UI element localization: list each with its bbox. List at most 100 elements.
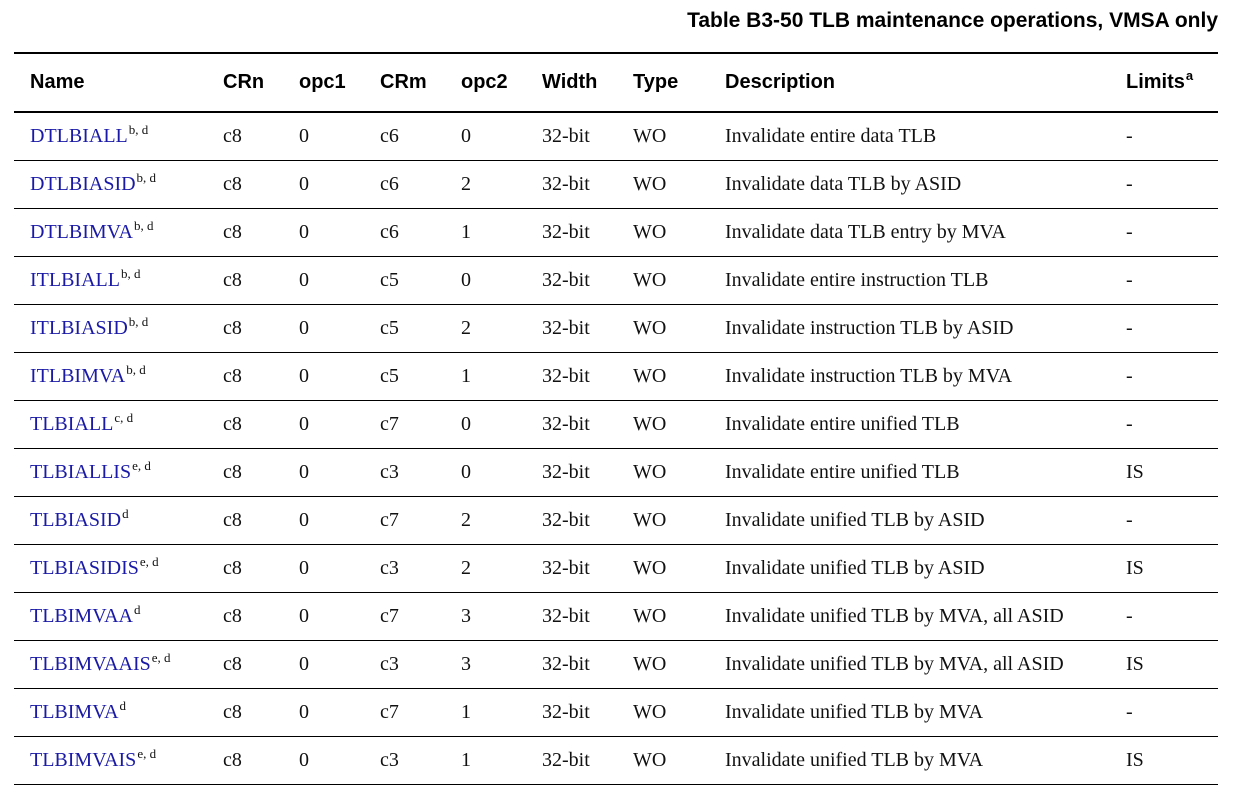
register-link[interactable]: ITLBIMVA — [30, 365, 126, 387]
footnote-marker: b, d — [136, 170, 157, 185]
register-link[interactable]: TLBIASID — [30, 509, 122, 531]
cell-width: 32-bit — [526, 112, 617, 161]
footnote-marker: b, d — [126, 362, 146, 377]
cell-opc1: 0 — [283, 400, 364, 449]
cell-crm: c3 — [364, 448, 445, 497]
cell-description: Invalidate unified TLB by ASID — [709, 544, 1110, 593]
register-link[interactable]: TLBIALL — [30, 413, 114, 435]
cell-opc2: 0 — [445, 400, 526, 449]
footnote-marker: b, d — [120, 266, 141, 281]
cell-limits: IS — [1110, 448, 1218, 497]
cell-width: 32-bit — [526, 448, 617, 497]
cell-crn: c8 — [207, 496, 283, 545]
register-link[interactable]: ITLBIALL — [30, 269, 120, 291]
cell-name: TLBIALLc, d — [14, 400, 207, 449]
cell-opc1: 0 — [283, 256, 364, 305]
cell-type: WO — [617, 736, 709, 785]
cell-name: DTLBIASIDb, d — [14, 160, 207, 209]
cell-crm: c6 — [364, 112, 445, 161]
cell-crm: c7 — [364, 592, 445, 641]
table-caption: Table B3-50 TLB maintenance operations, … — [687, 9, 1218, 32]
cell-opc2: 0 — [445, 448, 526, 497]
footnote-marker: b, d — [128, 122, 149, 137]
cell-limits: - — [1110, 304, 1218, 353]
cell-name: ITLBIMVAb, d — [14, 352, 207, 401]
table-row: TLBIMVAd c8 0 c7 1 32-bit WO Invalidate unified… — [14, 688, 1218, 737]
register-link[interactable]: TLBIASIDIS — [30, 557, 139, 579]
cell-opc1: 0 — [283, 448, 364, 497]
footnote-marker: b, d — [128, 314, 149, 329]
cell-type: WO — [617, 496, 709, 545]
register-link[interactable]: DTLBIMVA — [30, 221, 133, 243]
register-link[interactable]: TLBIMVAA — [30, 605, 133, 627]
register-link[interactable]: TLBIALLIS — [30, 461, 132, 483]
cell-limits: - — [1110, 160, 1218, 209]
cell-name: TLBIALLISe, d — [14, 448, 207, 497]
footnote-marker: d — [133, 602, 141, 617]
cell-description: Invalidate entire unified TLB — [709, 400, 1110, 449]
col-header-crm: CRm — [364, 52, 445, 113]
cell-opc1: 0 — [283, 688, 364, 737]
header-row: Name CRn opc1 CRm opc2 Width Type Descri… — [14, 52, 1218, 113]
cell-crn: c8 — [207, 448, 283, 497]
cell-description: Invalidate unified TLB by MVA — [709, 688, 1110, 737]
cell-limits: IS — [1110, 544, 1218, 593]
register-link[interactable]: ITLBIASID — [30, 317, 128, 339]
cell-width: 32-bit — [526, 256, 617, 305]
register-link[interactable]: DTLBIALL — [30, 125, 128, 147]
cell-opc2: 0 — [445, 112, 526, 161]
footnote-marker: e, d — [137, 746, 157, 761]
cell-limits: - — [1110, 208, 1218, 257]
cell-opc2: 2 — [445, 304, 526, 353]
register-link[interactable]: DTLBIASID — [30, 173, 136, 195]
cell-crn: c8 — [207, 208, 283, 257]
cell-limits: IS — [1110, 736, 1218, 785]
cell-name: TLBIASIDISe, d — [14, 544, 207, 593]
limits-label: Limits — [1126, 71, 1185, 93]
cell-type: WO — [617, 592, 709, 641]
cell-crm: c5 — [364, 304, 445, 353]
footnote-marker: e, d — [139, 554, 159, 569]
cell-description: Invalidate entire instruction TLB — [709, 256, 1110, 305]
cell-width: 32-bit — [526, 304, 617, 353]
cell-description: Invalidate unified TLB by MVA, all ASID — [709, 640, 1110, 689]
register-link[interactable]: TLBIMVAIS — [30, 749, 137, 771]
cell-type: WO — [617, 304, 709, 353]
cell-name: ITLBIASIDb, d — [14, 304, 207, 353]
footnote-marker: d — [122, 506, 129, 521]
cell-crn: c8 — [207, 544, 283, 593]
table-row: ITLBIASIDb, d c8 0 c5 2 32-bit WO Invalidate in… — [14, 304, 1218, 353]
cell-width: 32-bit — [526, 736, 617, 785]
cell-width: 32-bit — [526, 688, 617, 737]
cell-crm: c5 — [364, 352, 445, 401]
cell-opc1: 0 — [283, 736, 364, 785]
cell-type: WO — [617, 544, 709, 593]
cell-opc1: 0 — [283, 640, 364, 689]
register-link[interactable]: TLBIMVA — [30, 701, 119, 723]
col-header-opc1: opc1 — [283, 52, 364, 113]
cell-name: ITLBIALLb, d — [14, 256, 207, 305]
table-row: TLBIMVAAISe, d c8 0 c3 3 32-bit WO Invalidate u… — [14, 640, 1218, 689]
footnote-marker: d — [119, 698, 127, 713]
cell-opc2: 1 — [445, 688, 526, 737]
cell-opc2: 1 — [445, 352, 526, 401]
col-header-description: Description — [709, 52, 1110, 113]
cell-crn: c8 — [207, 160, 283, 209]
limits-footnote-marker: a — [1185, 68, 1194, 83]
cell-crm: c6 — [364, 208, 445, 257]
cell-width: 32-bit — [526, 640, 617, 689]
cell-name: TLBIMVAAISe, d — [14, 640, 207, 689]
table-row: ITLBIALLb, d c8 0 c5 0 32-bit WO Invalidate ent… — [14, 256, 1218, 305]
cell-opc1: 0 — [283, 544, 364, 593]
cell-description: Invalidate instruction TLB by MVA — [709, 352, 1110, 401]
cell-crn: c8 — [207, 400, 283, 449]
cell-type: WO — [617, 640, 709, 689]
cell-opc2: 0 — [445, 256, 526, 305]
cell-limits: IS — [1110, 640, 1218, 689]
cell-name: DTLBIMVAb, d — [14, 208, 207, 257]
cell-width: 32-bit — [526, 352, 617, 401]
cell-name: DTLBIALLb, d — [14, 112, 207, 161]
table-row: TLBIASIDd c8 0 c7 2 32-bit WO Invalidate unifie… — [14, 496, 1218, 545]
col-header-type: Type — [617, 52, 709, 113]
register-link[interactable]: TLBIMVAAIS — [30, 653, 151, 675]
